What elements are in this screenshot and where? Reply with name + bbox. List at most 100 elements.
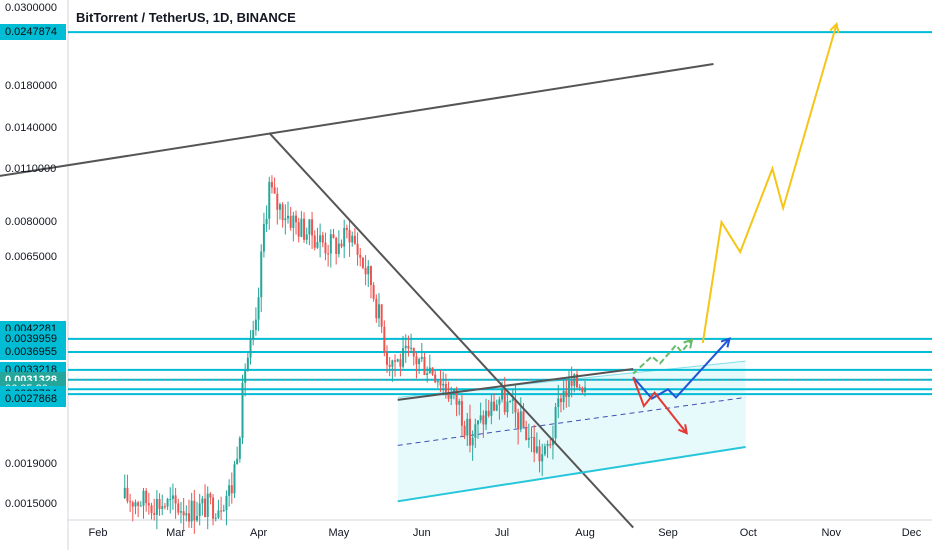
- candle-body: [300, 218, 303, 237]
- candle-body: [369, 266, 372, 286]
- candle-body: [404, 345, 407, 349]
- candle-body: [147, 503, 150, 506]
- candle-body: [335, 237, 338, 254]
- candle-body: [169, 498, 172, 500]
- candle-body: [137, 502, 140, 506]
- candle-body: [485, 410, 488, 425]
- candle-body: [177, 503, 180, 513]
- candle-body: [212, 497, 215, 519]
- chart-title: BitTorrent / TetherUS, 1D, BINANCE: [76, 10, 296, 25]
- candle-body: [503, 389, 506, 413]
- candle-body: [292, 215, 295, 228]
- arrowhead-blue-path: [720, 337, 731, 348]
- trendline-channel-bottom: [397, 445, 746, 503]
- price-label: 0.0015000: [5, 497, 57, 510]
- candle-body: [584, 387, 587, 392]
- candle-body: [487, 410, 490, 416]
- candle-body: [482, 415, 485, 425]
- candle-body: [190, 500, 193, 522]
- candle-body: [270, 181, 273, 188]
- candle-body: [418, 358, 421, 365]
- candle-body: [174, 495, 177, 504]
- candle-body: [257, 297, 260, 320]
- time-label: Aug: [575, 527, 595, 539]
- candle-body: [145, 490, 148, 504]
- candle-body: [410, 347, 413, 349]
- price-label: 0.0180000: [5, 79, 57, 92]
- candle-body: [345, 228, 348, 231]
- candle-body: [179, 511, 182, 513]
- candle-body: [278, 204, 281, 210]
- time-label: Apr: [249, 527, 268, 539]
- time-label: Sep: [658, 527, 678, 539]
- candle-body: [249, 339, 252, 358]
- candle-body: [214, 517, 217, 519]
- candle-body: [303, 218, 306, 240]
- candle-body: [281, 204, 284, 221]
- candle-body: [549, 444, 552, 446]
- candle-body: [295, 215, 298, 223]
- candle-body: [372, 285, 375, 299]
- candle-body: [557, 398, 560, 407]
- candle-body: [573, 374, 576, 386]
- candle-body: [420, 356, 423, 359]
- candle-body: [182, 511, 185, 516]
- price-label: 0.0247874: [0, 24, 66, 41]
- candle-body: [434, 374, 437, 383]
- candle-body: [126, 487, 129, 502]
- candle-body: [265, 218, 268, 225]
- candle-body: [375, 298, 378, 319]
- price-label: 0.0019000: [5, 457, 57, 470]
- candle-body: [359, 254, 362, 258]
- candle-body: [554, 406, 557, 439]
- projection-yellow-path: [701, 23, 838, 344]
- candle-body: [396, 359, 399, 362]
- candle-body: [476, 420, 479, 425]
- candle-body: [321, 235, 324, 243]
- channel-midline: [397, 396, 746, 446]
- candle-body: [450, 392, 453, 399]
- candle-body: [230, 485, 233, 494]
- candle-body: [439, 381, 442, 386]
- candle-body: [204, 498, 207, 517]
- candle-body: [522, 411, 525, 428]
- candle-body: [519, 411, 522, 430]
- candle-body: [474, 424, 477, 438]
- candle-body: [254, 319, 257, 331]
- candle-body: [153, 513, 156, 515]
- candle-body: [353, 235, 356, 244]
- channel-fill: [397, 361, 746, 502]
- candle-body: [155, 498, 158, 515]
- candle-body: [241, 382, 244, 439]
- candle-body: [220, 510, 223, 512]
- candle-body: [139, 505, 142, 507]
- candle-body: [570, 380, 573, 386]
- candle-body: [217, 510, 220, 518]
- candle-body: [442, 383, 445, 386]
- candle-body: [356, 243, 359, 255]
- candle-body: [262, 224, 265, 252]
- candle-body: [567, 380, 570, 397]
- candle-body: [380, 304, 383, 327]
- time-label: Feb: [88, 527, 108, 539]
- candle-body: [565, 391, 568, 397]
- candle-body: [559, 398, 562, 403]
- candle-body: [447, 392, 450, 399]
- candle-body: [426, 373, 429, 376]
- candle-body: [316, 242, 319, 248]
- candle-body: [509, 400, 512, 402]
- candle-body: [273, 187, 276, 194]
- price-label: 0.0065000: [5, 251, 57, 264]
- candle-body: [134, 502, 137, 507]
- candle-body: [576, 374, 579, 388]
- candle-body: [324, 242, 327, 254]
- candle-body: [171, 495, 174, 499]
- candle-body: [533, 436, 536, 453]
- time-label: Dec: [901, 527, 922, 539]
- arrowhead-red-path: [678, 424, 689, 435]
- time-label: May: [328, 527, 350, 539]
- candle-body: [284, 218, 287, 221]
- candle-body: [327, 253, 330, 255]
- candle-body: [428, 367, 431, 374]
